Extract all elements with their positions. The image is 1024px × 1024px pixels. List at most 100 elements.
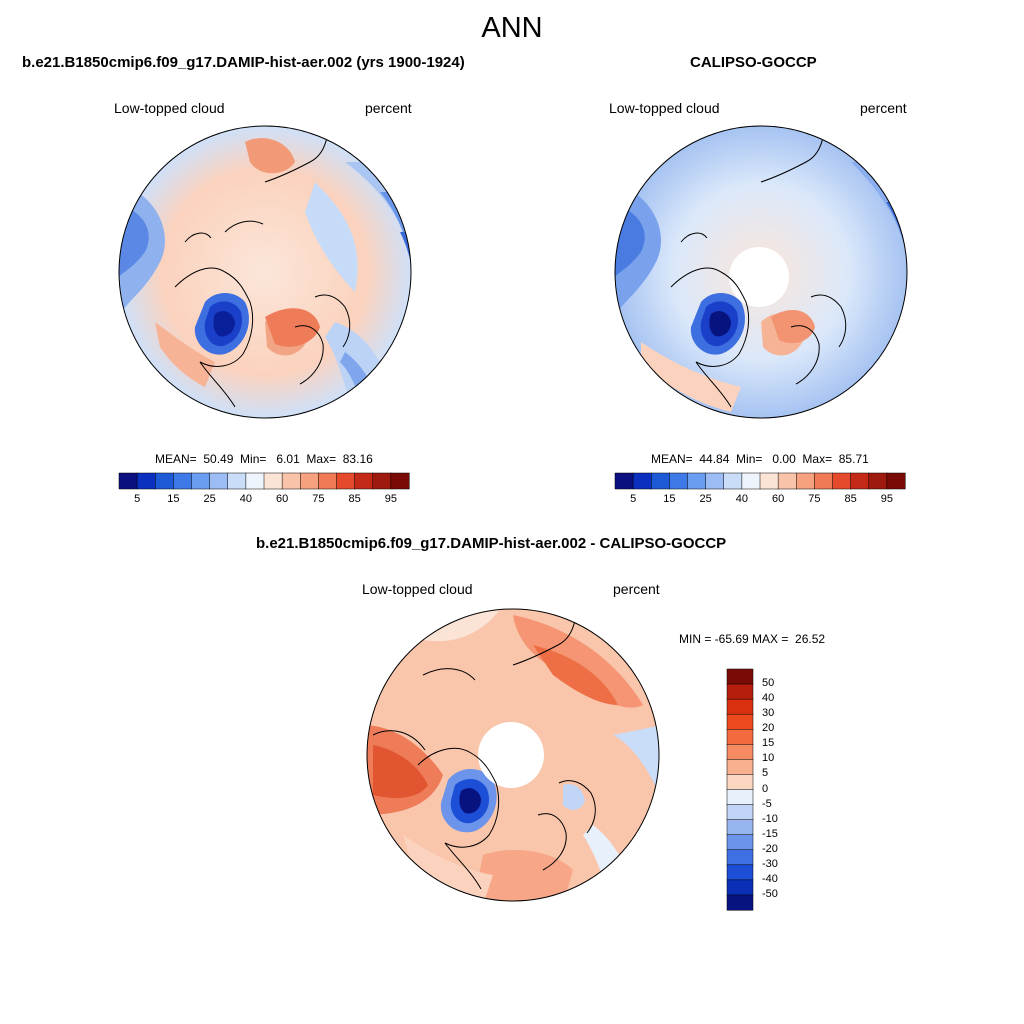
panel1-colorbar [118,472,410,490]
panel1-colorbar-tick-label: 40 [239,493,252,505]
panel1-colorbar-box [263,472,283,490]
panel3-pole-hole [478,722,544,788]
panel1-colorbar-box [173,472,193,490]
panel2-colorbar-box [796,472,815,490]
panel3-colorbar-box [726,698,754,715]
panel3-colorbar-box [726,744,754,760]
panel2-variable-label: Low-topped cloud [609,100,720,116]
panel2-colorbar-tick-label: 40 [735,493,748,505]
panel2-colorbar-box [850,472,870,490]
panel3-colorbar-box [726,834,754,851]
panel2-colorbar-box [759,472,779,490]
panel3-map-frame [366,608,660,902]
panel3-colorbar-tick-label: -50 [762,887,778,900]
panel1-colorbar-box [209,472,229,490]
panel3-colorbar-box [726,713,754,730]
panel1-colorbar-box [300,472,319,490]
panel1-title: b.e21.B1850cmip6.f09_g17.DAMIP-hist-aer.… [22,54,465,71]
panel2-colorbar [614,472,906,490]
panel3-colorbar-box [726,759,754,775]
panel2-colorbar-ticks: 5 15 25 40 60 75 85 95 [615,493,905,507]
panel1-colorbar-box [336,472,356,490]
panel1-polar-map [118,125,412,419]
panel3-colorbar-tick-label: 15 [762,737,775,750]
panel3-colorbar-tick-label: 5 [762,767,769,780]
panel1-colorbar-box [281,472,301,490]
panel1-colorbar-tick-label: 85 [348,493,361,505]
panel3-colorbar-tick-label: -20 [762,842,778,855]
panel1-colorbar-box [191,472,211,490]
panel2-colorbar-box [723,472,743,490]
panel3-colorbar-tick-label: -15 [762,827,778,840]
panel1-colorbar-box [118,472,138,490]
panel3-colorbar-box [726,864,754,881]
panel1-colorbar-box [354,472,374,490]
panel3-colorbar-box [726,879,754,896]
panel3-colorbar-tick-label: -10 [762,812,778,825]
panel1-coastlines [174,136,351,408]
panel3-colorbar-tick-label: 30 [762,707,775,720]
panel1-colorbar-tick-label: 60 [276,493,289,505]
panel2-colorbar-tick-label: 95 [880,493,893,505]
panel2-colorbar-tick-label: 15 [663,493,676,505]
panel2-colorbar-box [687,472,707,490]
panel2-colorbar-box [651,472,670,490]
panel1-colorbar-ticks: 5 15 25 40 60 75 85 95 [119,493,409,507]
panel1-colorbar-box [390,472,410,490]
panel3-colorbar-tick-label: 10 [762,752,775,765]
panel3-colorbar-box [726,729,754,745]
panel2-colorbar-box [814,472,834,490]
panel2-colorbar-box [614,472,634,490]
panel1-colorbar-tick-label: 25 [203,493,216,505]
panel3-colorbar-box [726,789,754,806]
panel2-colorbar-tick-label: 25 [699,493,712,505]
panel2-polar-map [614,125,908,419]
panel2-colorbar-box [632,472,652,490]
panel2-coastlines [670,136,847,408]
panel1-map-frame [118,125,412,419]
panel2-colorbar-box [832,472,852,490]
panel2-stats: MEAN= 44.84 Min= 0.00 Max= 85.71 [651,452,869,466]
panel1-colorbar-tick-label: 5 [134,493,141,505]
panel3-variable-label: Low-topped cloud [362,581,473,597]
panel1-colorbar-tick-label: 15 [167,493,180,505]
panel3-coastlines [372,619,596,890]
panel1-stats: MEAN= 50.49 Min= 6.01 Max= 83.16 [155,452,373,466]
panel3-title: b.e21.B1850cmip6.f09_g17.DAMIP-hist-aer.… [256,535,727,552]
panel2-colorbar-box [741,472,761,490]
panel2-colorbar-box [777,472,797,490]
figure-title: ANN [481,12,543,44]
panel3-colorbar-tick-label: 40 [762,692,775,705]
panel3-colorbar-tick-label: -40 [762,872,778,885]
panel1-colorbar-box [372,472,392,490]
panel1-variable-label: Low-topped cloud [114,100,225,116]
panel3-colorbar [726,668,754,911]
panel3-colorbar-box [726,774,754,791]
panel3-colorbar-box [726,683,754,700]
panel1-colorbar-tick-label: 95 [384,493,397,505]
panel3-colorbar-box [726,819,754,836]
panel3-colorbar-tick-label: -5 [762,797,772,810]
panel2-colorbar-box [886,472,906,490]
panel3-units-label: percent [613,581,660,597]
panel3-colorbar-tick-label: -30 [762,857,778,870]
panel2-colorbar-tick-label: 75 [808,493,821,505]
panel3-stats: MIN = -65.69 MAX = 26.52 [679,632,826,646]
panel2-title: CALIPSO-GOCCP [690,54,817,71]
panel1-colorbar-box [245,472,265,490]
panel2-colorbar-box [669,472,689,490]
panel3-colorbar-ticks: 50 40 30 20 15 10 5 0 -5 -10 -15 -20 -30 -40 -50 [760,669,800,910]
panel2-colorbar-box [705,472,725,490]
panel2-colorbar-tick-label: 5 [630,493,637,505]
panel2-colorbar-tick-label: 85 [844,493,857,505]
panel1-units-label: percent [365,100,412,116]
panel2-pole-hole [729,247,789,307]
panel3-colorbar-tick-label: 0 [762,782,769,795]
panel1-colorbar-tick-label: 75 [312,493,325,505]
panel2-units-label: percent [860,100,907,116]
panel3-polar-map [366,608,660,902]
panel3-colorbar-box [726,894,754,911]
panel3-colorbar-tick-label: 20 [762,722,775,735]
panel3-colorbar-box [726,849,754,866]
panel2-colorbar-box [868,472,888,490]
